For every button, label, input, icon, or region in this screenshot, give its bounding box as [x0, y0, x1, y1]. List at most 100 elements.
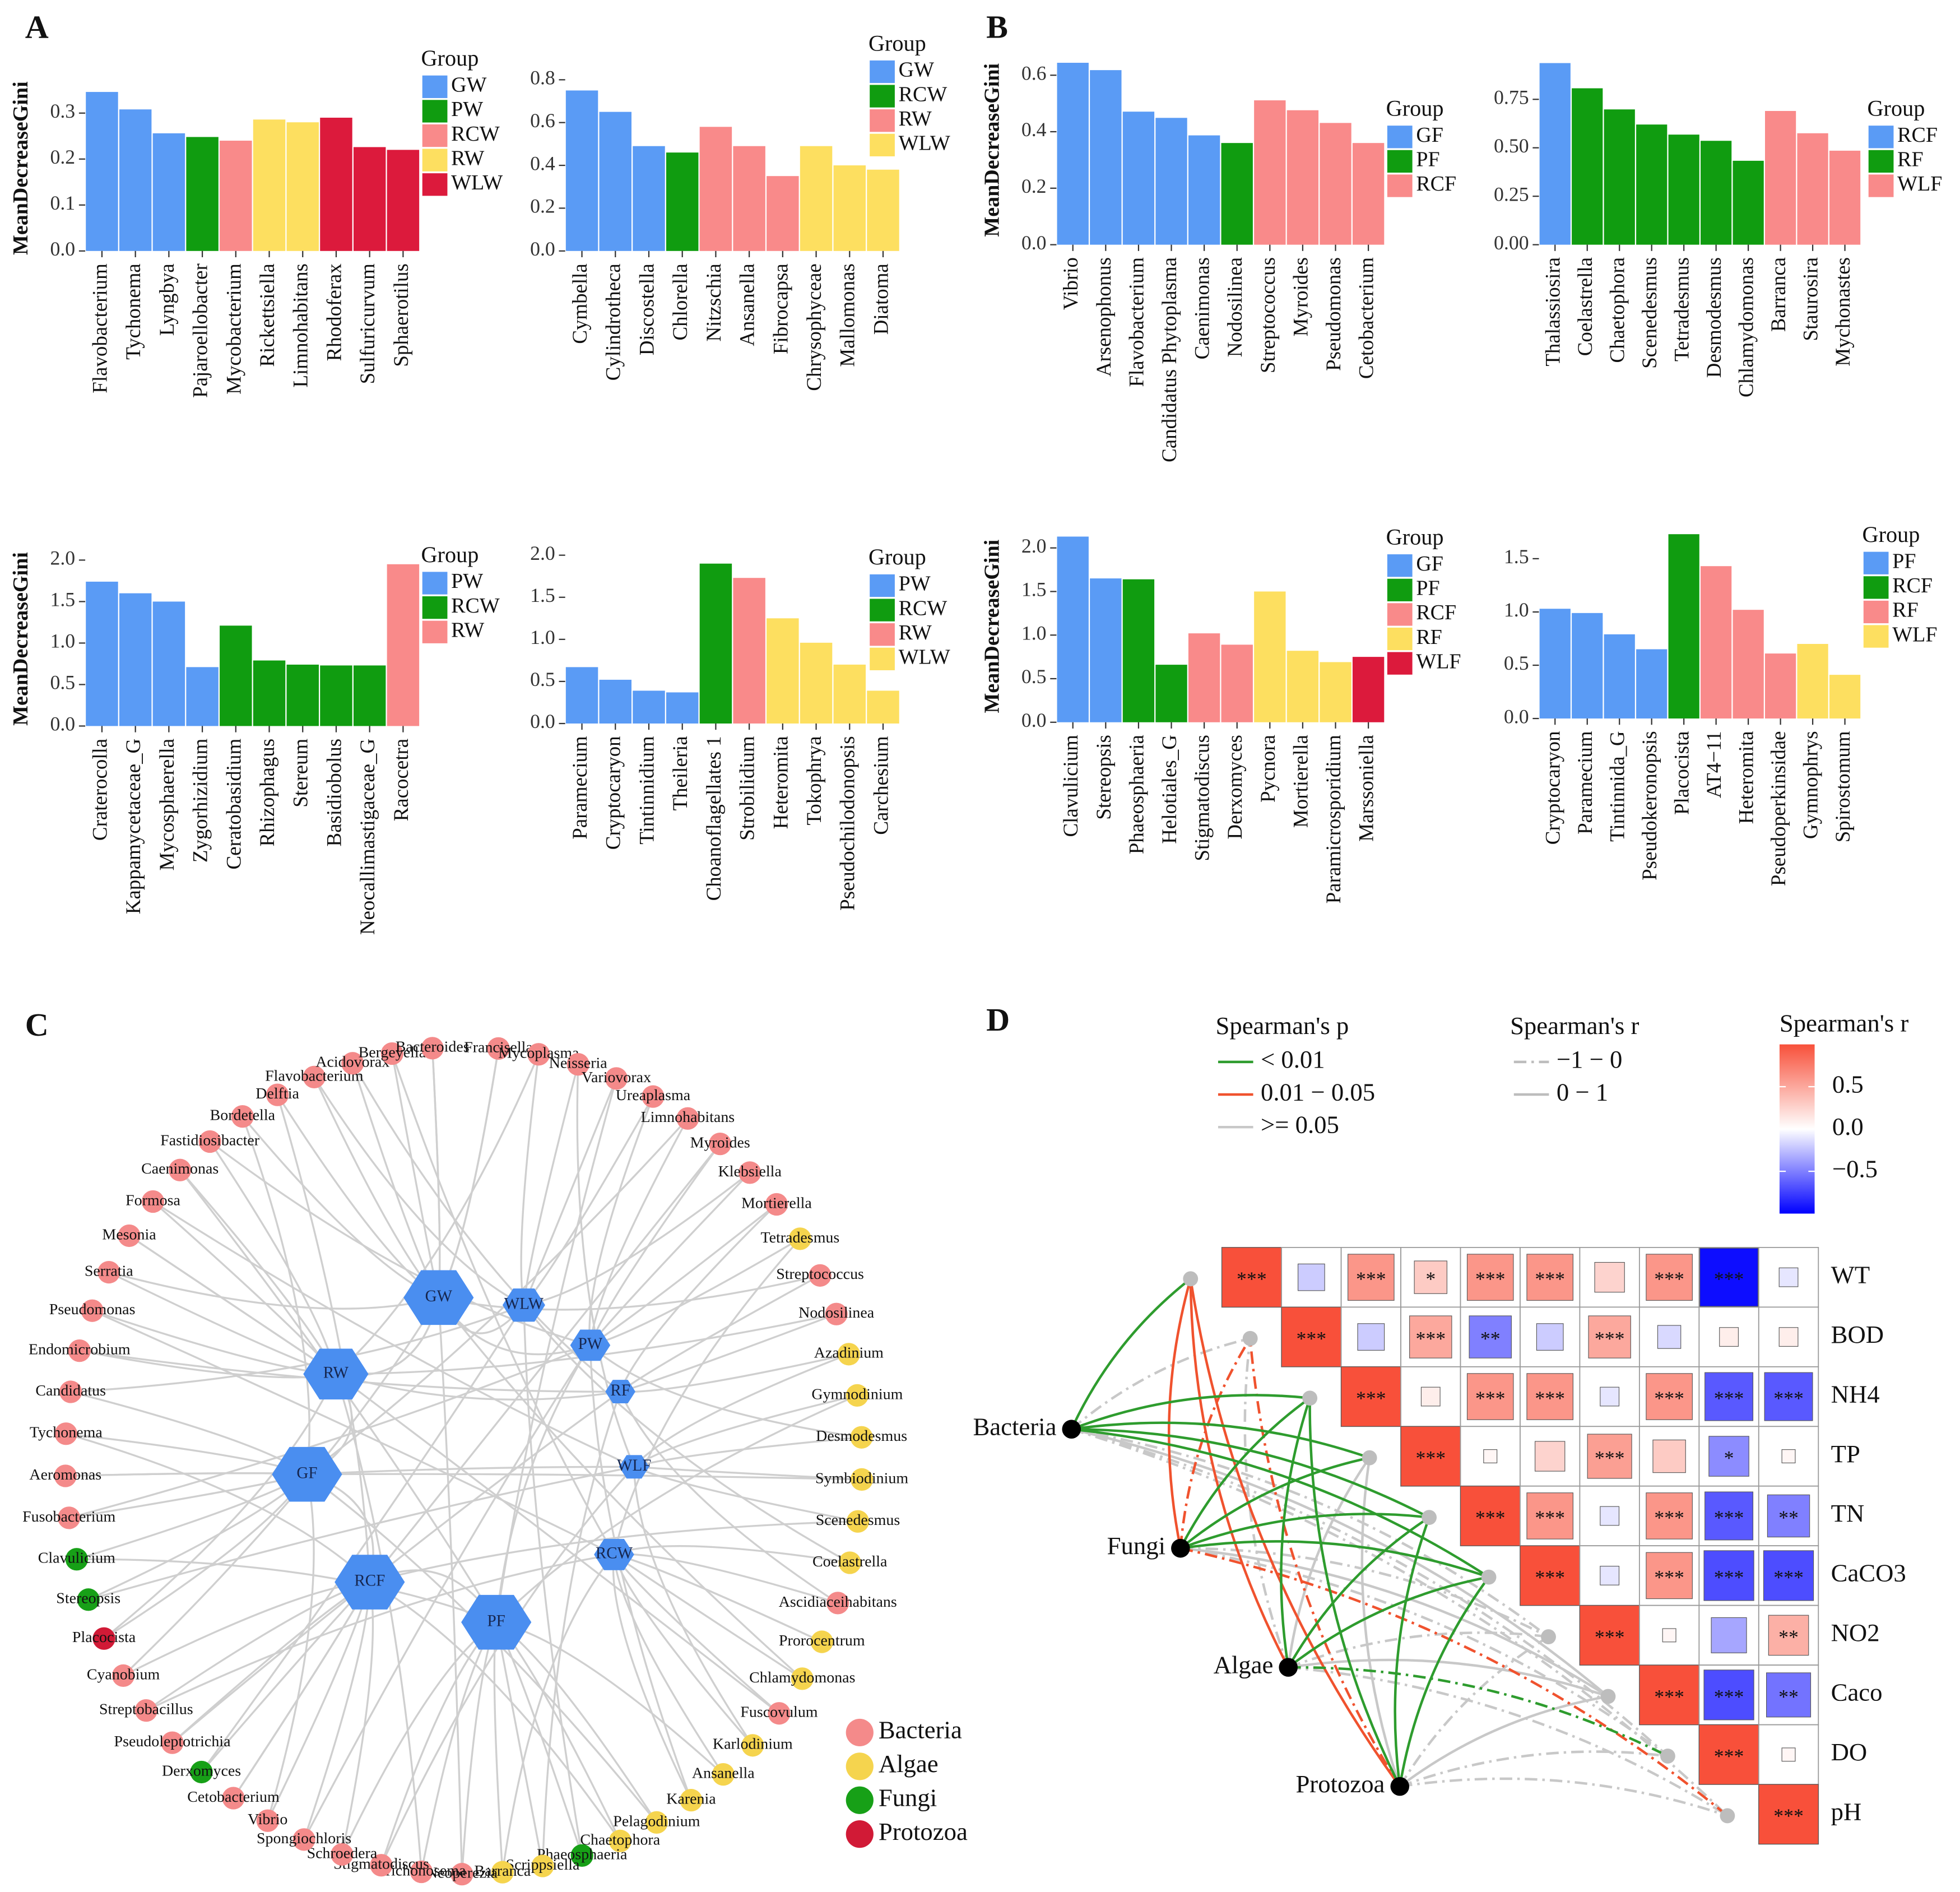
bar	[286, 664, 319, 726]
y-tick-label: 0.6	[530, 109, 555, 132]
y-tick-label: 2.0	[50, 547, 75, 569]
legend-label: PF	[1416, 148, 1439, 171]
bar	[1701, 141, 1732, 245]
x-tick-label: Fibrocapsa	[769, 263, 792, 354]
network-node	[765, 1193, 788, 1216]
x-tick-label: Stereum	[289, 739, 312, 808]
x-tick-label: Paramicrosporidium	[1322, 735, 1345, 904]
bar	[1320, 662, 1351, 722]
y-tick-label: 1.5	[530, 584, 555, 606]
cell	[1657, 1325, 1682, 1349]
panel-label: C	[25, 1007, 49, 1043]
bar	[1539, 63, 1571, 245]
legend-swatch	[846, 1820, 874, 1848]
y-tick-label: 0.1	[50, 192, 75, 214]
network-node	[341, 1052, 364, 1075]
network-node	[59, 1380, 82, 1403]
node-label: Scenedesmus	[816, 1511, 900, 1529]
node-label: Cetobacterium	[187, 1788, 280, 1806]
mantel-link	[1179, 1338, 1252, 1548]
cell-stars: ***	[1297, 1328, 1327, 1350]
cell-stars: ***	[1773, 1805, 1804, 1827]
x-tick-label: Flavobacterium	[88, 263, 111, 393]
network-edge	[523, 1172, 751, 1306]
cell	[1703, 1550, 1754, 1601]
legend-label: −1 − 0	[1557, 1045, 1623, 1073]
node-label: Derxomyces	[162, 1762, 241, 1779]
bar	[1604, 109, 1635, 245]
cell-stars: ***	[1773, 1566, 1804, 1588]
y-tick-label: 0.00	[1494, 231, 1529, 254]
network-edge	[438, 1297, 463, 1875]
y-tick-label: 0.0	[1504, 705, 1529, 727]
cell	[1466, 1254, 1514, 1301]
legend-title: Group	[421, 542, 479, 567]
x-tick-label: Caenimonas	[1191, 257, 1214, 359]
y-tick-label: 0.5	[1021, 665, 1047, 688]
legend-swatch	[422, 149, 448, 171]
network-node	[838, 1551, 861, 1574]
node-label: Desmodesmus	[816, 1427, 907, 1445]
x-tick-label: Tintinnidium	[635, 736, 658, 845]
bar	[320, 117, 352, 251]
legend-swatch	[870, 574, 895, 597]
mantel-link	[1071, 1394, 1310, 1431]
hub-node	[594, 1538, 634, 1570]
legend-label: WLF	[1897, 172, 1942, 196]
y-tick-label: 0.0	[1021, 709, 1047, 731]
legend-label: 0.01 − 0.05	[1261, 1078, 1375, 1106]
y-tick-label: 2.0	[1021, 535, 1047, 557]
x-tick-label: Sulfuricurvum	[356, 263, 379, 384]
x-tick-label: Sphaerotilus	[389, 263, 412, 367]
hub-node	[335, 1555, 405, 1610]
y-tick-label: 1.5	[1504, 545, 1529, 568]
x-tick-label: Cylindrotheca	[602, 263, 625, 381]
bar	[867, 169, 899, 251]
cell	[1520, 1545, 1580, 1606]
cell-stars: ***	[1595, 1626, 1625, 1648]
mantel-link	[1189, 1278, 1290, 1668]
legend-title: Group	[421, 45, 479, 71]
mantel-link	[1399, 1576, 1490, 1787]
cell-stars: ***	[1535, 1268, 1565, 1290]
network-node	[92, 1627, 115, 1650]
legend-swatch	[870, 85, 895, 108]
hub-label: RF	[610, 1381, 630, 1399]
mantel-link	[1287, 1516, 1430, 1668]
hub-label: WLF	[617, 1457, 651, 1474]
node-label: Schroedera	[307, 1844, 378, 1862]
variable-dot	[1541, 1629, 1556, 1644]
x-tick-label: Chrysophyceae	[802, 263, 825, 391]
network-edge	[589, 1117, 689, 1346]
mantel-link	[1399, 1695, 1609, 1788]
x-tick-label: Diatoma	[869, 263, 892, 335]
x-tick-label: Strobilidium	[736, 736, 759, 841]
bar	[800, 642, 833, 724]
network-node	[676, 1107, 699, 1130]
bar	[86, 92, 118, 251]
x-tick-label: Pseudomonas	[1322, 257, 1345, 371]
mantel-link	[1070, 1337, 1251, 1430]
legend-label: RCF	[1897, 123, 1938, 147]
cell-stars: ***	[1714, 1566, 1744, 1588]
bar	[1221, 143, 1253, 245]
x-tick-label: Tintinnida_G	[1606, 731, 1629, 841]
legend-label: 0 − 1	[1557, 1078, 1608, 1106]
network-node	[810, 1630, 833, 1653]
cell-stars: ***	[1654, 1685, 1684, 1708]
legend-swatch	[422, 572, 448, 595]
node-label: Cyanobium	[87, 1666, 160, 1683]
cell-stars: **	[1778, 1685, 1799, 1708]
mantel-link	[1180, 1547, 1549, 1638]
cell	[1766, 1672, 1812, 1718]
x-tick-label: Clavulicium	[1059, 735, 1082, 837]
node-label: Ascidiaceihabitans	[779, 1593, 897, 1611]
legend-swatch	[422, 596, 448, 619]
x-tick-label: Pseudochilodonopsis	[836, 736, 859, 911]
cell-stars: ***	[1535, 1566, 1565, 1588]
node-label: Symbiodinium	[815, 1469, 908, 1487]
legend-label: RW	[451, 618, 484, 642]
y-tick-label: 0.75	[1494, 86, 1529, 108]
network-edge	[633, 1467, 754, 1746]
legend-swatch	[1387, 174, 1413, 197]
